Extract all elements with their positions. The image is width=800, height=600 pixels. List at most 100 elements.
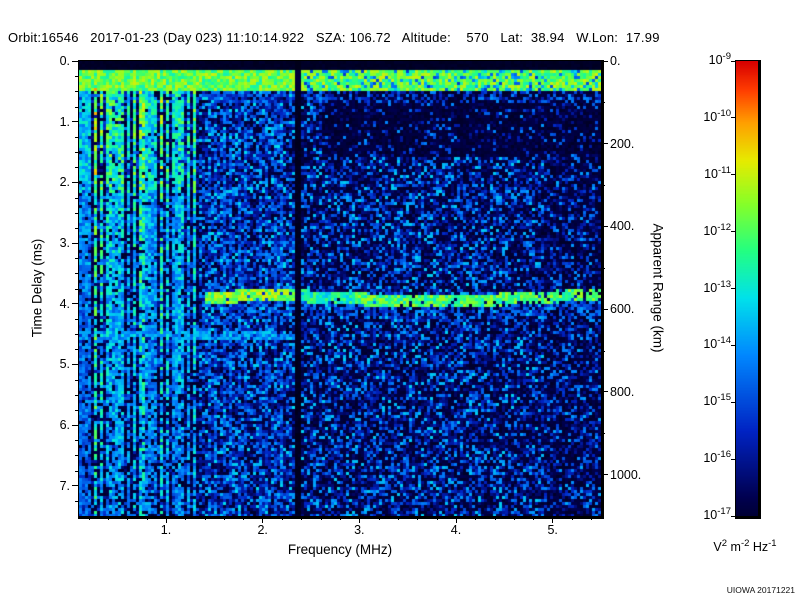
x-minor-tick: [243, 517, 245, 520]
colorbar-tick: [731, 458, 735, 460]
y-left-axis-label: Time Delay (ms): [29, 238, 45, 338]
colorbar-tick: [731, 117, 735, 119]
colorbar-gradient: [736, 61, 758, 516]
y-left-tick-label: 7.: [59, 478, 70, 493]
y-left-minor-tick: [75, 288, 78, 290]
y-right-tick-label: 200.: [610, 136, 635, 151]
x-tick-label: 3.: [354, 523, 365, 537]
x-minor-tick: [475, 517, 477, 520]
y-right-tick: [602, 308, 608, 310]
x-minor-tick: [514, 517, 515, 520]
colorbar-tick: [731, 344, 735, 346]
colorbar-tick-label: 10-14: [703, 335, 731, 352]
y-left-tick-label: 5.: [59, 357, 70, 372]
colorbar-tick-label: 10-9: [708, 50, 731, 67]
x-minor-tick: [301, 517, 303, 520]
x-minor-tick: [204, 517, 206, 520]
colorbar-unit-label: V2 m-2 Hz-1: [713, 537, 777, 554]
x-tick: [165, 517, 167, 523]
x-minor-tick: [320, 517, 322, 520]
y-right-tick-label: 400.: [610, 219, 635, 234]
y-left-minor-tick: [75, 258, 78, 260]
y-right-tick: [602, 391, 608, 393]
x-axis-label: Frequency (MHz): [287, 542, 393, 557]
x-minor-tick: [572, 517, 573, 520]
y-left-minor-tick: [75, 379, 78, 381]
y-left-minor-tick: [75, 318, 78, 320]
x-minor-tick: [417, 517, 419, 520]
y-left-tick-label: 2.: [59, 175, 70, 190]
colorbar-tick-label: 10-15: [703, 392, 731, 409]
x-minor-tick: [436, 517, 438, 520]
y-right-minor-tick: [602, 185, 605, 187]
x-minor-tick: [494, 517, 496, 520]
y-left-minor-tick: [75, 152, 78, 153]
colorbar-tick: [731, 231, 735, 233]
colorbar-tick: [731, 401, 735, 403]
y-left-tick: [72, 181, 78, 183]
y-right-tick: [602, 60, 608, 62]
colorbar-tick: [731, 288, 735, 289]
y-left-minor-tick: [75, 106, 78, 108]
spectrogram-plot: [78, 60, 604, 519]
y-left-minor-tick: [75, 212, 78, 214]
colorbar-tick-label: 10-11: [704, 164, 731, 181]
y-left-minor-tick: [75, 273, 78, 275]
y-right-axis-label: Apparent Range (km): [650, 223, 666, 353]
y-left-minor-tick: [75, 167, 78, 169]
x-tick: [552, 517, 554, 523]
x-tick: [455, 517, 457, 523]
colorbar-tick: [731, 60, 735, 62]
x-minor-tick: [533, 517, 535, 520]
y-right-tick: [602, 225, 608, 227]
x-minor-tick: [340, 517, 341, 520]
x-minor-tick: [127, 517, 129, 520]
x-minor-tick: [108, 517, 109, 520]
y-right-tick: [602, 474, 608, 476]
y-left-minor-tick: [75, 470, 78, 472]
x-tick: [262, 517, 264, 523]
y-left-tick: [72, 242, 78, 244]
x-minor-tick: [88, 517, 90, 520]
colorbar-tick: [731, 174, 735, 176]
y-left-minor-tick: [75, 440, 78, 442]
header-info: Orbit:16546 2017-01-23 (Day 023) 11:10:1…: [8, 30, 660, 45]
y-right-tick-label: 0.: [610, 54, 621, 68]
y-left-tick: [72, 363, 78, 365]
y-left-minor-tick: [75, 349, 78, 351]
y-left-tick-label: 4.: [59, 296, 70, 311]
y-left-minor-tick: [75, 91, 78, 93]
y-left-minor-tick: [75, 500, 78, 502]
y-left-tick: [72, 60, 78, 62]
y-left-minor-tick: [75, 227, 78, 229]
y-right-minor-tick: [602, 350, 605, 352]
colorbar-tick-label: 10-12: [703, 221, 731, 238]
y-left-tick-label: 0.: [59, 54, 70, 68]
x-tick-label: 1.: [160, 523, 172, 537]
y-right-tick-label: 1000.: [610, 467, 642, 482]
y-right-tick-label: 600.: [610, 302, 635, 317]
y-right-minor-tick: [602, 267, 605, 269]
y-right-minor-tick: [602, 102, 605, 104]
x-minor-tick: [378, 517, 380, 520]
colorbar-tick: [731, 515, 735, 517]
x-tick-label: 5.: [547, 523, 558, 537]
y-left-minor-tick: [75, 76, 78, 78]
y-left-tick: [72, 303, 78, 305]
y-left-minor-tick: [75, 136, 78, 138]
y-left-minor-tick: [75, 197, 78, 199]
x-minor-tick: [224, 517, 225, 520]
y-left-tick: [72, 424, 78, 426]
x-minor-tick: [282, 517, 283, 520]
x-minor-tick: [591, 517, 593, 520]
x-tick-label: 2.: [257, 523, 268, 537]
colorbar-tick-label: 10-16: [703, 448, 731, 466]
x-minor-tick: [185, 517, 187, 520]
y-left-tick-label: 3.: [59, 236, 70, 250]
spectrogram-canvas: [79, 61, 601, 516]
y-left-minor-tick: [75, 394, 78, 396]
y-left-tick-label: 6.: [59, 418, 70, 432]
credit-label: UIOWA 20171221: [726, 585, 795, 595]
y-left-tick-label: 1.: [59, 114, 70, 129]
